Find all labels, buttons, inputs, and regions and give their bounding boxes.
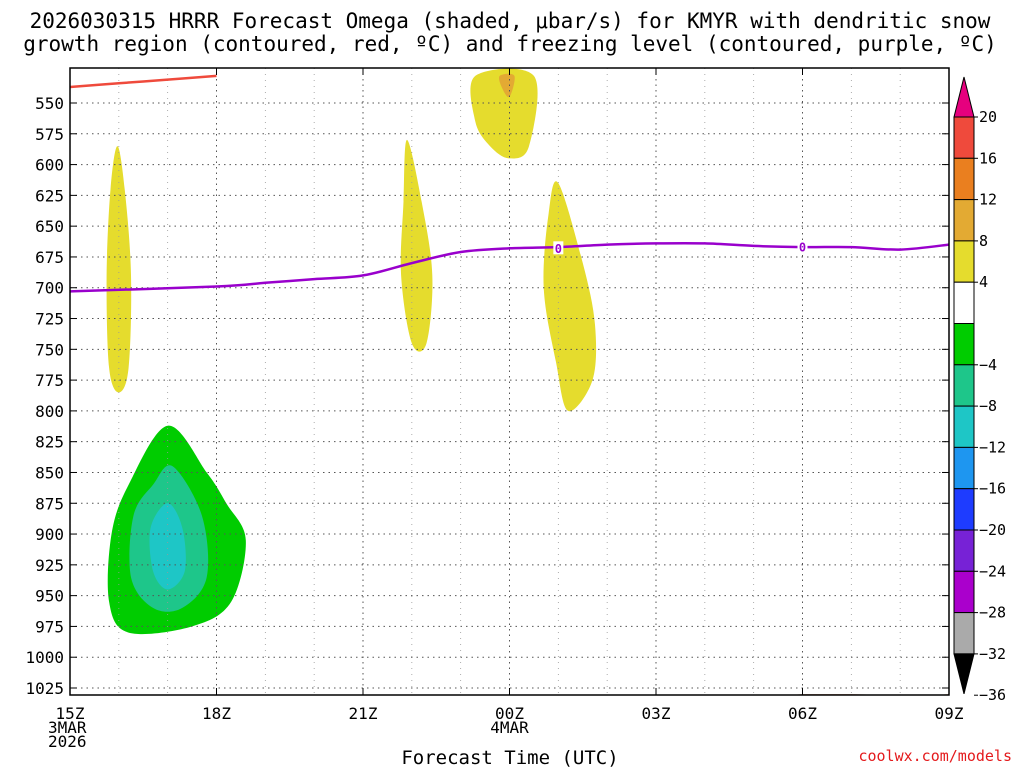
watermark-text: coolwx.com/models (858, 747, 1012, 765)
x-tick-label: 03Z (642, 704, 671, 723)
colorbar-label: −20 (979, 521, 1006, 539)
colorbar-label: −4 (979, 356, 997, 374)
colorbar-label: −8 (979, 397, 997, 415)
colorbar-label: 20 (979, 108, 997, 126)
colorbar-bin (953, 157, 975, 201)
cyan-core (149, 503, 186, 590)
colorbar-label: 16 (979, 149, 997, 167)
y-tick-label: 925 (35, 556, 64, 575)
x-tick-label: 15Z (56, 704, 85, 723)
y-tick-label: 975 (35, 617, 64, 636)
y-tick-label: 725 (35, 310, 64, 329)
colorbar-bin (953, 364, 975, 407)
colorbar-bin (953, 116, 975, 159)
y-tick-label: 675 (35, 248, 64, 267)
y-tick-label: 750 (35, 340, 64, 359)
y-tick-label: 650 (35, 217, 64, 236)
colorbar: 20 16 12 8 4 −4 −8 −12 −16 −20 −24 −28 −32 −36 (953, 76, 1006, 704)
colorbar-label: −24 (979, 562, 1006, 580)
y-tick-label: 1000 (25, 648, 64, 667)
colorbar-bin (953, 529, 975, 572)
contour-label-bg (797, 240, 808, 254)
colorbar-bin (953, 446, 975, 490)
y-tick-label: 775 (35, 371, 64, 390)
colorbar-label: −16 (979, 480, 1006, 498)
y-tick-label: 875 (35, 494, 64, 513)
x-tick-label: 21Z (349, 704, 378, 723)
x-tick-label: 09Z (935, 704, 964, 723)
colorbar-label: −12 (979, 438, 1006, 456)
x-axis-label: Forecast Time (UTC) (401, 747, 618, 768)
y-tick-label: 1025 (25, 679, 64, 698)
x-tick-label: 2026 (48, 732, 87, 751)
contour-label-bg (553, 241, 564, 255)
chart-title-line-1: 2026030315 HRRR Forecast Omega (shaded, … (30, 9, 991, 33)
y-tick-label: 700 (35, 279, 64, 298)
colorbar-bin (953, 405, 975, 448)
y-tick-label: 600 (35, 156, 64, 175)
yellow-blob-1 (106, 146, 132, 393)
orange-spot (499, 73, 515, 98)
colorbar-label: 8 (979, 232, 988, 250)
colorbar-label: −32 (979, 645, 1006, 663)
x-tick-label: 00Z (495, 704, 524, 723)
freezing-level-label: 0 (555, 242, 562, 256)
colorbar-label: 12 (979, 191, 997, 209)
x-tick-label: 3MAR (48, 718, 87, 737)
colorbar-bin (953, 488, 975, 531)
y-tick-label: 825 (35, 433, 64, 452)
colorbar-bottom-arrow (953, 653, 975, 695)
y-tick-label: 950 (35, 587, 64, 606)
colorbar-bin (953, 199, 975, 242)
yellow-blob-4 (543, 181, 597, 412)
y-tick-label: 800 (35, 402, 64, 421)
colorbar-bin (953, 281, 975, 325)
y-tick-label: 550 (35, 94, 64, 113)
colorbar-bin (953, 570, 975, 614)
chart-title-line-2: growth region (contoured, red, ºC) and f… (23, 32, 997, 56)
colorbar-label: −28 (979, 604, 1006, 622)
omega-shaded-regions (106, 68, 597, 635)
freezing-level-label: 0 (799, 241, 806, 255)
colorbar-label: 4 (979, 273, 988, 291)
dgz-contour-line (70, 74, 217, 89)
yellow-blob-2 (400, 139, 433, 352)
colorbar-bin (953, 612, 975, 655)
y-tick-label: 850 (35, 463, 64, 482)
x-tick-label: 06Z (788, 704, 817, 723)
y-axis-ticks: 550 575 600 625 650 675 700 725 750 775 800 825 850 8… (25, 94, 949, 698)
colorbar-label: −36 (979, 686, 1006, 704)
x-tick-label: 18Z (202, 704, 231, 723)
y-tick-label: 575 (35, 125, 64, 144)
x-tick-label: 4MAR (490, 718, 529, 737)
y-tick-label: 900 (35, 525, 64, 544)
colorbar-bin (953, 240, 975, 283)
freezing-level-line (70, 241, 949, 293)
y-tick-label: 625 (35, 186, 64, 205)
yellow-blob-3 (470, 68, 538, 159)
colorbar-bin (953, 323, 975, 366)
